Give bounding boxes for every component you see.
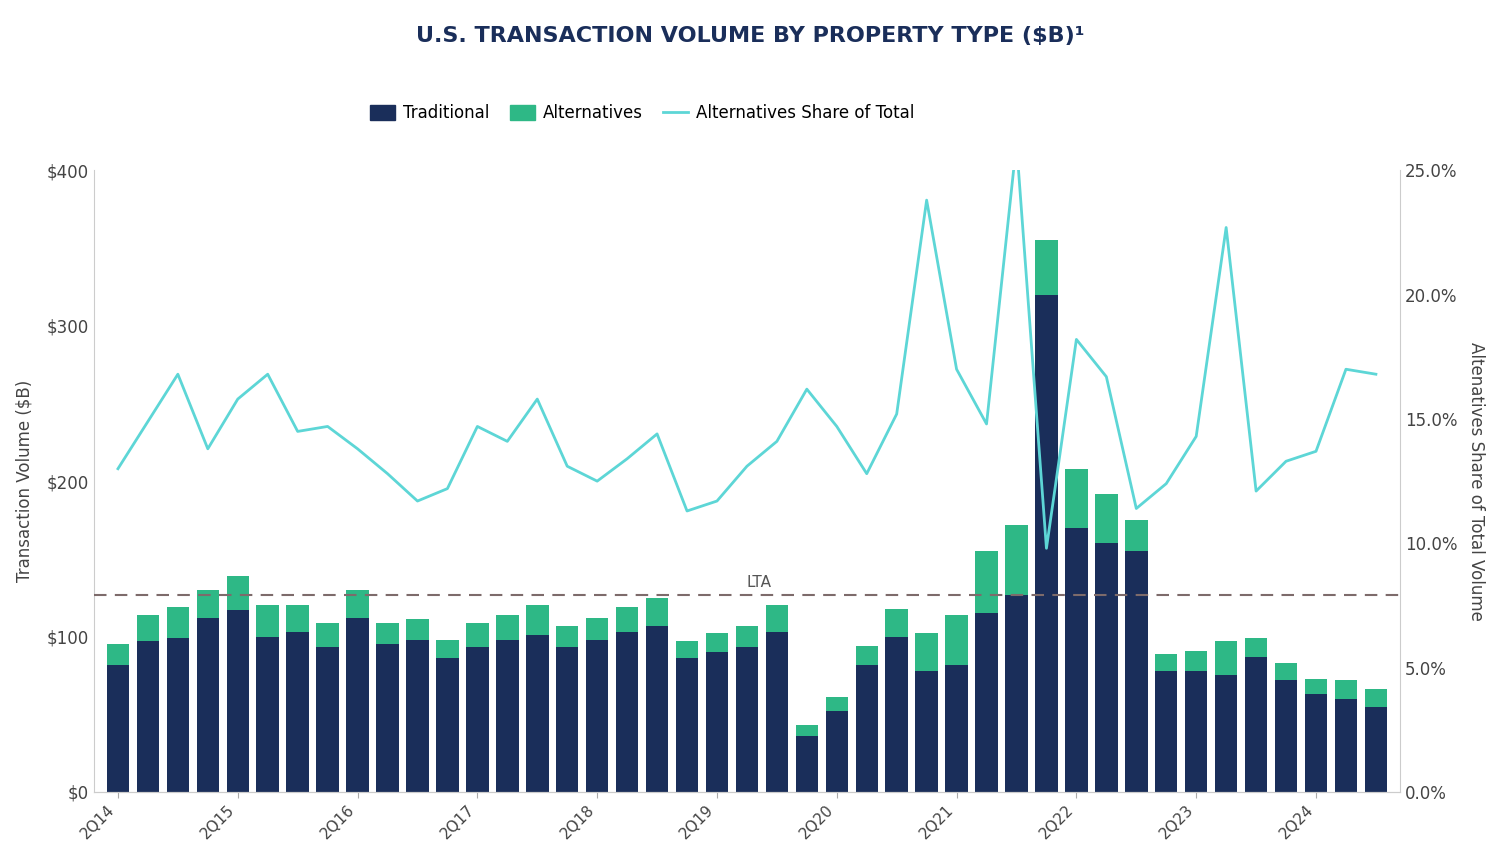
Bar xyxy=(1335,698,1358,792)
Bar xyxy=(1155,671,1178,792)
Bar xyxy=(166,638,189,792)
Bar xyxy=(106,664,129,792)
Bar xyxy=(556,647,579,792)
Bar xyxy=(975,614,998,792)
Bar xyxy=(526,606,549,635)
Bar xyxy=(1125,520,1148,551)
Bar xyxy=(196,590,219,618)
Bar xyxy=(945,664,968,792)
Bar xyxy=(705,652,728,792)
Bar xyxy=(226,610,249,792)
Bar xyxy=(136,641,159,792)
Bar xyxy=(226,576,249,610)
Bar xyxy=(915,633,938,671)
Bar xyxy=(1275,663,1298,680)
Bar xyxy=(376,622,399,644)
Bar xyxy=(1185,671,1208,792)
Bar xyxy=(346,590,369,618)
Text: LTA: LTA xyxy=(747,575,772,590)
Bar xyxy=(376,644,399,792)
Legend: Traditional, Alternatives, Alternatives Share of Total: Traditional, Alternatives, Alternatives … xyxy=(363,98,921,129)
Bar xyxy=(855,646,877,664)
Bar xyxy=(166,607,189,638)
Bar xyxy=(556,626,579,647)
Bar xyxy=(765,632,788,792)
Bar xyxy=(1035,240,1058,295)
Bar xyxy=(256,606,279,637)
Bar xyxy=(1215,675,1237,792)
Bar xyxy=(586,639,609,792)
Bar xyxy=(735,626,758,647)
Bar xyxy=(256,637,279,792)
Bar xyxy=(466,622,489,647)
Text: U.S. TRANSACTION VOLUME BY PROPERTY TYPE ($B)¹: U.S. TRANSACTION VOLUME BY PROPERTY TYPE… xyxy=(416,26,1084,45)
Bar xyxy=(1365,706,1388,792)
Bar xyxy=(795,736,818,792)
Bar xyxy=(286,632,309,792)
Bar xyxy=(316,647,339,792)
Bar xyxy=(855,664,877,792)
Bar xyxy=(1245,638,1268,656)
Bar xyxy=(646,626,669,792)
Bar xyxy=(136,614,159,641)
Bar xyxy=(765,606,788,632)
Bar xyxy=(646,597,669,626)
Bar xyxy=(705,633,728,652)
Bar xyxy=(346,618,369,792)
Bar xyxy=(286,606,309,632)
Bar xyxy=(1335,680,1358,698)
Bar xyxy=(466,647,489,792)
Bar xyxy=(526,635,549,792)
Bar xyxy=(1005,524,1028,595)
Bar xyxy=(1065,469,1088,528)
Bar xyxy=(885,637,908,792)
Bar xyxy=(1305,694,1328,792)
Bar xyxy=(1095,543,1118,792)
Bar xyxy=(676,658,699,792)
Bar xyxy=(1215,641,1237,675)
Bar xyxy=(1125,551,1148,792)
Bar xyxy=(436,658,459,792)
Bar xyxy=(196,618,219,792)
Bar xyxy=(406,639,429,792)
Bar xyxy=(1065,528,1088,792)
Bar xyxy=(436,639,459,658)
Bar xyxy=(496,639,519,792)
Bar xyxy=(316,622,339,647)
Bar xyxy=(885,608,908,637)
Bar xyxy=(106,644,129,664)
Bar xyxy=(406,620,429,639)
Bar xyxy=(1185,650,1208,671)
Bar xyxy=(586,618,609,639)
Bar xyxy=(825,711,848,792)
Bar xyxy=(616,607,639,632)
Bar xyxy=(975,551,998,614)
Bar xyxy=(676,641,699,658)
Bar xyxy=(1005,595,1028,792)
Y-axis label: Altenatives Share of Total Volume: Altenatives Share of Total Volume xyxy=(1467,342,1485,620)
Bar xyxy=(795,725,818,736)
Bar xyxy=(1275,680,1298,792)
Bar xyxy=(616,632,639,792)
Bar xyxy=(945,614,968,664)
Bar xyxy=(1095,494,1118,543)
Bar xyxy=(496,614,519,639)
Y-axis label: Transaction Volume ($B): Transaction Volume ($B) xyxy=(15,380,33,582)
Bar xyxy=(1305,679,1328,694)
Bar xyxy=(825,698,848,711)
Bar xyxy=(915,671,938,792)
Bar xyxy=(1365,689,1388,706)
Bar xyxy=(1245,656,1268,792)
Bar xyxy=(1155,654,1178,671)
Bar xyxy=(735,647,758,792)
Bar xyxy=(1035,295,1058,792)
